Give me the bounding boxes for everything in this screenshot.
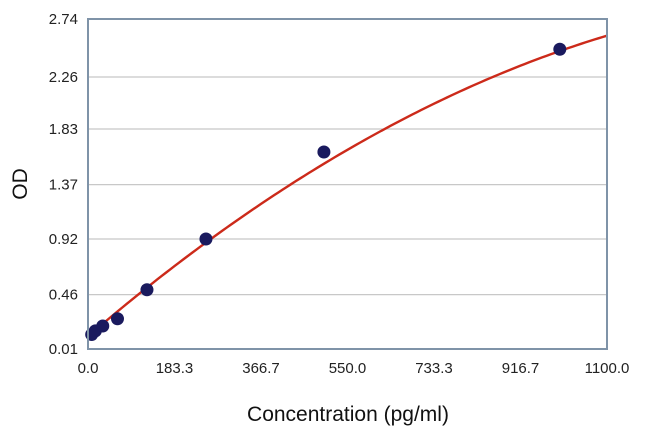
data-point xyxy=(199,232,213,246)
plot-frame xyxy=(87,18,608,350)
y-tick-labels: 0.01 0.46 0.92 1.37 1.83 2.26 2.74 xyxy=(49,11,78,358)
x-tick-label: 0.0 xyxy=(78,360,99,377)
y-tick-label: 0.92 xyxy=(49,231,78,248)
y-tick-label: 2.26 xyxy=(49,69,78,86)
data-point xyxy=(553,42,567,56)
x-tick-label: 183.3 xyxy=(156,360,194,377)
y-tick-label: 0.01 xyxy=(49,341,78,358)
x-tick-label: 366.7 xyxy=(242,360,280,377)
data-point xyxy=(140,283,154,297)
y-tick-label: 2.74 xyxy=(49,11,78,28)
plot-area xyxy=(88,19,607,349)
fit-curve xyxy=(87,34,608,338)
grid-lines xyxy=(88,76,607,296)
y-tick-label: 0.46 xyxy=(49,287,78,304)
y-axis-title: OD xyxy=(9,168,32,200)
x-tick-labels: 0.0 183.3 366.7 550.0 733.3 916.7 1100.0 xyxy=(78,360,630,377)
data-point xyxy=(317,145,331,159)
data-point xyxy=(110,312,124,326)
x-tick-label: 733.3 xyxy=(415,360,453,377)
data-points xyxy=(85,42,567,341)
x-axis-title: Concentration (pg/ml) xyxy=(247,403,449,426)
data-point xyxy=(96,319,110,333)
y-tick-label: 1.83 xyxy=(49,121,78,138)
x-tick-label: 1100.0 xyxy=(585,360,630,377)
x-tick-label: 550.0 xyxy=(329,360,367,377)
y-tick-label: 1.37 xyxy=(49,177,78,194)
x-tick-label: 916.7 xyxy=(502,360,540,377)
